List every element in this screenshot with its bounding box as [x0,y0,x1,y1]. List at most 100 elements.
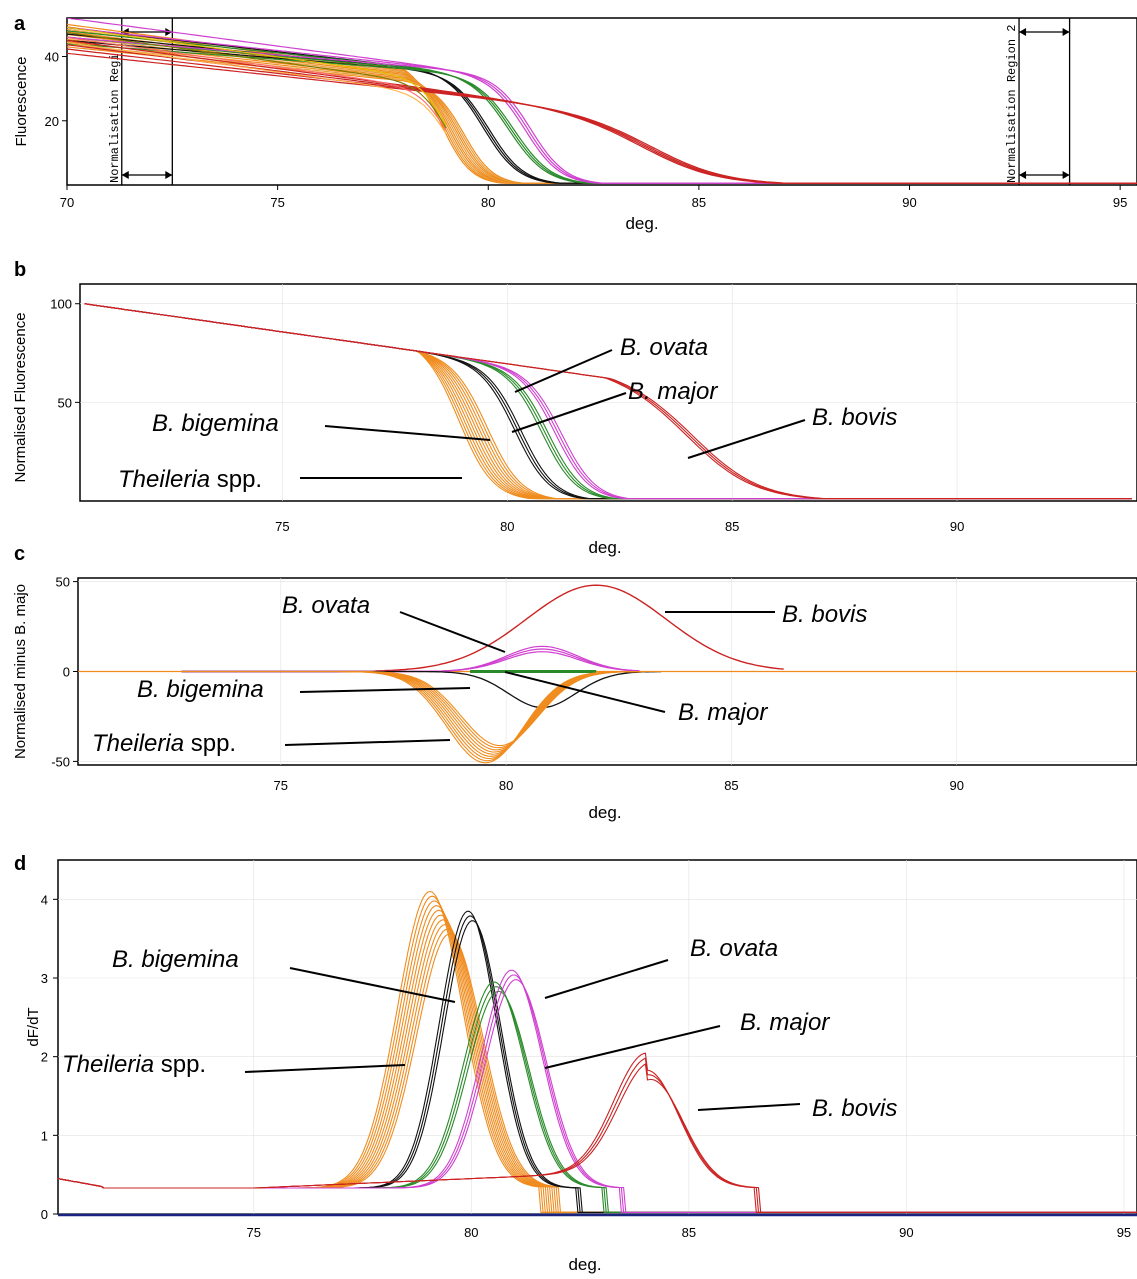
leader-c-ovata [399,611,506,653]
label-c-bigemina: B. bigemina [137,676,264,703]
melt-curve-a-extra [67,32,447,129]
plot-frame-a [66,17,1137,186]
x-tick-label-b: 85 [725,519,739,534]
x-tick-label-a: 80 [481,195,495,210]
label-b-ovata: B. ovata [620,334,708,361]
label-b-theileria: Theileria spp. [118,466,262,493]
leader-b-ovata [514,349,613,393]
x-tick-label-a: 85 [692,195,706,210]
x-tick-label-a: 95 [1113,195,1127,210]
label-d-major-italic: B. major [740,1009,830,1036]
x-tick-label-d: 85 [682,1225,696,1240]
panel-letter-c: c [14,543,25,565]
diff-curve-c-theileria [181,670,662,747]
panel-letter-a: a [14,13,26,35]
label-d-major: B. major [740,1009,830,1036]
label-b-bovis: B. bovis [812,404,897,431]
x-tick-label-d: 75 [247,1225,261,1240]
x-axis-label-b: deg. [588,538,621,557]
y-tick-label-d: 4 [41,892,48,907]
label-c-major-italic: B. major [678,699,768,726]
label-c-ovata: B. ovata [282,592,370,619]
leader-b-bovis [687,419,806,459]
plot-frame-b [79,283,1137,502]
y-tick-label-d: 3 [41,971,48,986]
derivative-curve-d-series-4 [57,1063,1137,1213]
x-tick-label-a: 75 [270,195,284,210]
label-d-bovis-italic: B. bovis [812,1095,897,1122]
leader-c-major [504,671,666,713]
leader-d-major [544,1025,721,1069]
label-c-major: B. major [678,699,768,726]
melt-curve-a-extra [67,37,447,132]
label-d-bovis: B. bovis [812,1095,897,1122]
x-tick-label-c: 80 [499,778,513,793]
label-b-bigemina: B. bigemina [152,410,279,437]
y-tick-label-a: 20 [45,114,59,129]
label-b-theileria-suffix: spp. [210,466,262,493]
leader-d-ovata [544,959,669,999]
y-tick-label-c: 50 [56,575,70,590]
leader-b-major [511,392,627,433]
leader-d-bovis [697,1103,801,1111]
label-d-theileria-italic: Theileria [62,1051,154,1078]
label-b-theileria-italic: Theileria [118,466,210,493]
label-b-ovata-italic: B. ovata [620,334,708,361]
leader-d-bigemina [289,967,456,1003]
x-tick-label-b: 90 [950,519,964,534]
x-tick-label-b: 75 [275,519,289,534]
x-tick-label-a: 70 [60,195,74,210]
leader-c-bigemina [299,687,471,693]
label-b-bovis-italic: B. bovis [812,404,897,431]
plot-frame-d [57,859,1137,1215]
x-tick-label-d: 90 [899,1225,913,1240]
melt-curve-a-extra [67,42,447,135]
melt-curve-b-series-4 [84,303,1132,500]
label-d-theileria: Theileria spp. [62,1051,206,1078]
panel-letter-b: b [14,259,26,281]
label-d-ovata-italic: B. ovata [690,935,778,962]
y-tick-label-d: 2 [41,1050,48,1065]
y-tick-label-b: 50 [58,395,72,410]
leader-b-bigemina [324,425,491,441]
label-d-bigemina: B. bigemina [112,946,239,973]
normalisation-region-label: Normalisation Region 2 [1005,25,1019,183]
x-tick-label-a: 90 [902,195,916,210]
x-axis-label-d: deg. [568,1255,601,1274]
label-d-bigemina-italic: B. bigemina [112,946,239,973]
label-b-bigemina-italic: B. bigemina [152,410,279,437]
x-tick-label-b: 80 [500,519,514,534]
leader-d-theileria [244,1064,406,1073]
x-axis-label-c: deg. [588,803,621,822]
label-c-theileria: Theileria spp. [92,730,236,757]
x-tick-label-c: 85 [724,778,738,793]
melt-curve-a-series-4 [67,52,1137,184]
melt-curve-a-extra [67,26,447,126]
y-tick-label-d: 0 [41,1207,48,1222]
leader-c-theileria [284,739,451,746]
y-tick-label-c: 0 [63,665,70,680]
y-tick-label-a: 40 [45,50,59,65]
y-tick-label-c: -50 [51,754,70,769]
y-axis-label-a: Fluorescence [13,56,30,146]
normalisation-region-label: Normalisation Regi [108,53,122,183]
label-c-bovis-italic: B. bovis [782,601,867,628]
x-axis-label-a: deg. [625,214,658,233]
panel-letter-d: d [14,853,26,875]
x-tick-label-c: 90 [950,778,964,793]
label-d-ovata: B. ovata [690,935,778,962]
x-tick-label-d: 80 [464,1225,478,1240]
y-tick-label-d: 1 [41,1128,48,1143]
label-b-major: B. major [628,378,718,405]
y-axis-label-c: Normalised minus B. majo [12,584,29,759]
y-tick-label-b: 100 [50,297,72,312]
label-b-major-italic: B. major [628,378,718,405]
label-d-theileria-suffix: spp. [154,1051,206,1078]
x-tick-label-c: 75 [274,778,288,793]
label-c-theileria-italic: Theileria [92,730,184,757]
label-c-theileria-suffix: spp. [184,730,236,757]
x-tick-label-d: 95 [1117,1225,1131,1240]
label-c-bovis: B. bovis [782,601,867,628]
y-axis-label-b: Normalised Fluorescence [12,312,29,482]
